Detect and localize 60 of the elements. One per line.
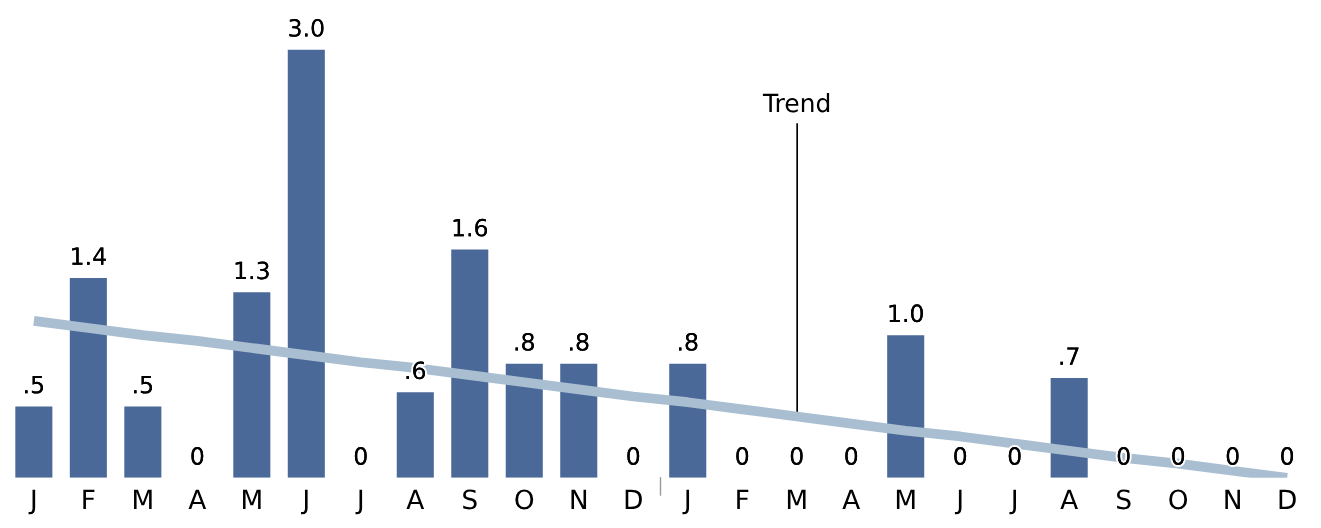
x-tick-label: A <box>406 489 425 509</box>
x-tick-label: J <box>28 489 36 515</box>
x-tick-label: D <box>1279 489 1296 509</box>
bar <box>233 292 271 478</box>
data-label: 0 <box>1226 447 1239 465</box>
x-tick-label: N <box>571 489 587 509</box>
data-label: 3.0 <box>289 18 324 37</box>
data-label: 1.3 <box>235 261 269 280</box>
x-tick-label: N <box>1225 489 1240 509</box>
x-tick-label: F <box>737 489 749 509</box>
x-tick-label: J <box>301 489 308 515</box>
x-tick-label: J <box>355 489 363 515</box>
bar <box>505 363 543 478</box>
data-label: .8 <box>515 332 534 351</box>
x-tick-label: F <box>83 489 95 509</box>
bar <box>451 249 489 478</box>
bar <box>669 363 707 478</box>
bar <box>15 406 53 478</box>
data-label: 0 <box>736 447 749 465</box>
bar <box>124 406 162 478</box>
data-label: .8 <box>679 332 698 351</box>
bar <box>887 335 925 478</box>
bar <box>560 363 598 478</box>
data-label: .7 <box>1060 347 1079 365</box>
x-tick-label: M <box>134 489 152 509</box>
x-tick-label: A <box>188 489 207 509</box>
x-tick-label: A <box>1060 489 1078 509</box>
x-tick-label: M <box>787 489 806 509</box>
data-label: 1.6 <box>453 218 488 237</box>
x-tick-label: M <box>896 489 915 509</box>
x-tick-label: J <box>682 489 690 515</box>
bar <box>287 49 325 478</box>
bar <box>396 392 434 478</box>
data-label: 0 <box>1008 447 1021 465</box>
x-tick-label: D <box>625 489 642 509</box>
data-label: 0 <box>191 447 204 465</box>
data-label: 0 <box>954 447 967 465</box>
data-label: .5 <box>25 376 44 394</box>
x-tick-label: J <box>1009 489 1016 515</box>
data-label: 0 <box>1281 447 1294 465</box>
x-tick-label: O <box>1169 489 1188 510</box>
x-tick-label: O <box>515 489 534 510</box>
data-label: 0 <box>1117 447 1130 465</box>
data-label: 0 <box>627 447 640 465</box>
data-label: 0 <box>354 447 367 465</box>
data-label: 1.4 <box>72 247 106 265</box>
data-label: 1.0 <box>889 304 923 323</box>
data-label: 0 <box>1172 447 1185 465</box>
x-tick-label: S <box>1117 489 1131 510</box>
x-tick-label: M <box>243 489 261 509</box>
bar <box>69 278 107 478</box>
x-tick-label: S <box>463 489 477 510</box>
data-label: 0 <box>790 447 803 465</box>
data-label: 0 <box>845 447 858 465</box>
annotation: Trend <box>762 93 830 113</box>
x-tick-label: A <box>842 489 861 509</box>
x-tick-label: J <box>954 489 962 515</box>
data-label: .6 <box>406 361 426 380</box>
data-label: .8 <box>570 332 589 351</box>
data-label: .5 <box>134 376 153 394</box>
